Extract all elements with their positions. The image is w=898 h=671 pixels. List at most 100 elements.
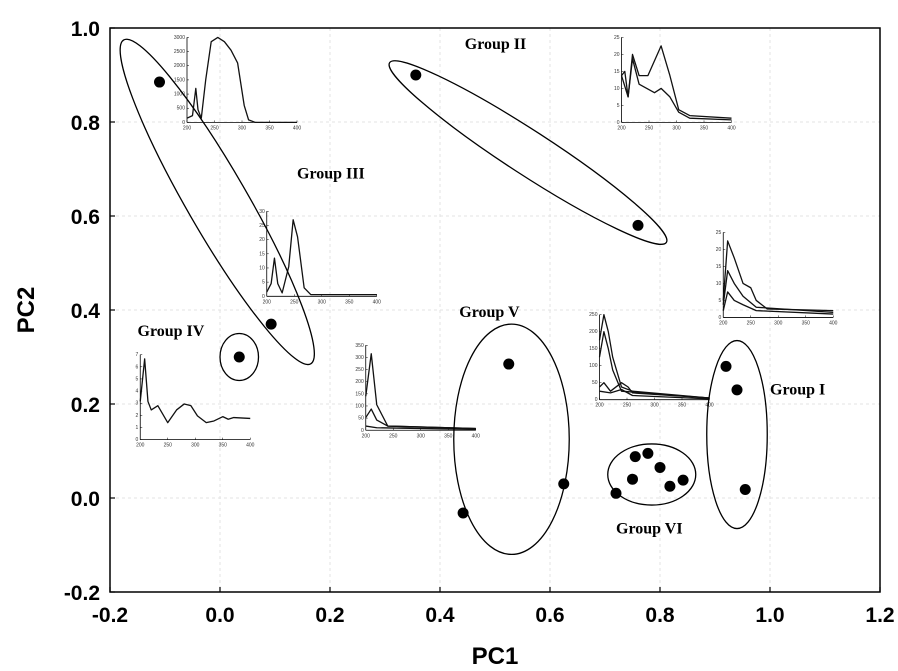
inset-y-tick-label: 100 xyxy=(589,363,598,369)
inset-x-tick-label: 350 xyxy=(219,443,228,449)
inset-y-tick-label: 50 xyxy=(358,416,364,422)
inset-y-tick-label: 4 xyxy=(135,389,138,395)
inset-y-tick-label: 350 xyxy=(355,343,364,349)
ellipse-group-i xyxy=(706,339,768,530)
inset-x-tick-label: 350 xyxy=(444,433,453,439)
inset-y-tick-label: 5 xyxy=(135,376,138,382)
inset-x-tick-label: 300 xyxy=(650,403,659,409)
y-tick-label: 0.0 xyxy=(71,488,100,511)
inset-x-tick-label: 300 xyxy=(417,433,426,439)
inset-spectrum-curve xyxy=(365,425,476,431)
axis-ticks: -0.2 0.0 0.2 0.4 0.6 0.8 1.0 1.2 -0.2 0.0 0.2 0.4 0.… xyxy=(64,18,895,627)
inset-x-tick-label: 350 xyxy=(345,299,354,305)
inset-y-tick-label: 100 xyxy=(355,403,364,409)
y-tick-label: -0.2 xyxy=(64,582,100,605)
inset-x-tick-label: 350 xyxy=(678,403,687,409)
inset-y-tick-label: 0 xyxy=(595,397,598,403)
inset-y-tick-label: 250 xyxy=(589,312,598,318)
group-label: Group III xyxy=(297,165,365,182)
inset-x-tick-label: 250 xyxy=(623,403,632,409)
data-point xyxy=(739,484,751,496)
inset-y-tick-label: 6 xyxy=(135,364,138,370)
x-tick-label: 0.0 xyxy=(205,604,234,627)
inset-y-tick-label: 200 xyxy=(589,329,598,335)
inset-x-tick-label: 250 xyxy=(210,125,219,131)
inset-y-tick-label: 30 xyxy=(259,209,265,215)
x-tick-label: 0.8 xyxy=(645,604,675,627)
inset-y-tick-label: 1 xyxy=(135,425,138,431)
y-tick-label: 0.4 xyxy=(71,300,101,323)
data-point xyxy=(410,69,422,81)
inset-x-tick-label: 350 xyxy=(265,125,274,131)
inset-spectrum-curve xyxy=(722,240,834,312)
group-label: Group I xyxy=(770,382,825,399)
group-labels: Group I Group II Group III Group IV Group V G… xyxy=(138,36,826,537)
inset-y-tick-label: 0 xyxy=(262,294,265,300)
inset-x-tick-label: 400 xyxy=(293,125,302,131)
data-point xyxy=(610,487,622,499)
inset-y-tick-label: 150 xyxy=(589,346,598,352)
inset-x-tick-label: 200 xyxy=(719,320,728,326)
inset-x-tick-label: 200 xyxy=(183,125,192,131)
x-tick-label: 1.0 xyxy=(755,604,784,627)
inset-y-tick-label: 1000 xyxy=(174,92,185,98)
inset-y-tick-label: 200 xyxy=(355,379,364,385)
inset-x-tick-label: 300 xyxy=(191,443,200,449)
inset-x-tick-label: 400 xyxy=(472,433,481,439)
inset-y-tick-label: 5 xyxy=(262,280,265,286)
data-point xyxy=(654,461,666,473)
inset-spectrum-curve xyxy=(598,331,710,399)
inset-x-tick-label: 300 xyxy=(774,320,783,326)
group-label: Group IV xyxy=(138,323,205,340)
inset-y-tick-label: 5 xyxy=(718,298,721,304)
ellipse-group-iii xyxy=(119,38,316,366)
inset-y-tick-label: 0 xyxy=(361,428,364,434)
y-tick-label: 0.8 xyxy=(71,112,101,135)
x-tick-label: 0.6 xyxy=(535,604,564,627)
y-axis-title: PC2 xyxy=(13,287,40,334)
data-point xyxy=(720,360,732,372)
data-point xyxy=(629,451,641,463)
inset-x-tick-label: 200 xyxy=(617,125,626,131)
x-tick-label: -0.2 xyxy=(92,604,128,627)
inset-x-tick-label: 250 xyxy=(164,443,173,449)
ellipse-group-ii xyxy=(388,60,668,245)
inset-spectrum-curve xyxy=(620,58,732,121)
inset-x-tick-label: 250 xyxy=(645,125,654,131)
inset-spectrum-curve xyxy=(186,36,297,124)
data-point xyxy=(632,219,644,231)
y-tick-label: 0.2 xyxy=(71,394,100,417)
inset-y-tick-label: 10 xyxy=(614,86,620,92)
group-ellipses xyxy=(119,38,768,556)
inset-y-tick-label: 20 xyxy=(614,52,620,58)
inset-spectrum-curve xyxy=(722,269,834,313)
inset-x-tick-label: 350 xyxy=(700,125,709,131)
data-point xyxy=(677,474,689,486)
y-tick-label: 1.0 xyxy=(71,18,100,41)
inset-y-tick-label: 0 xyxy=(617,120,620,126)
inset-x-tick-label: 200 xyxy=(595,403,604,409)
inset-x-tick-label: 250 xyxy=(389,433,398,439)
inset-x-tick-label: 300 xyxy=(318,299,327,305)
group-label: Group VI xyxy=(616,520,683,537)
inset-x-tick-label: 250 xyxy=(747,320,756,326)
inset-y-tick-label: 300 xyxy=(355,355,364,361)
ellipse-group-vi xyxy=(607,443,697,506)
inset-x-tick-label: 200 xyxy=(263,299,272,305)
data-point xyxy=(503,358,515,370)
inset-x-tick-label: 400 xyxy=(373,299,382,305)
x-tick-label: 0.4 xyxy=(425,604,455,627)
inset-y-tick-label: 15 xyxy=(614,69,620,75)
data-point xyxy=(731,384,743,396)
inset-x-tick-label: 400 xyxy=(829,320,838,326)
inset-spectrum-curve xyxy=(599,382,710,399)
data-point xyxy=(627,473,638,485)
inset-y-tick-label: 20 xyxy=(716,247,722,253)
inset-y-tick-label: 0 xyxy=(135,437,138,443)
inset-spectrum-curve xyxy=(139,358,251,424)
inset-y-tick-label: 0 xyxy=(718,315,721,321)
inset-y-tick-label: 20 xyxy=(259,237,265,243)
